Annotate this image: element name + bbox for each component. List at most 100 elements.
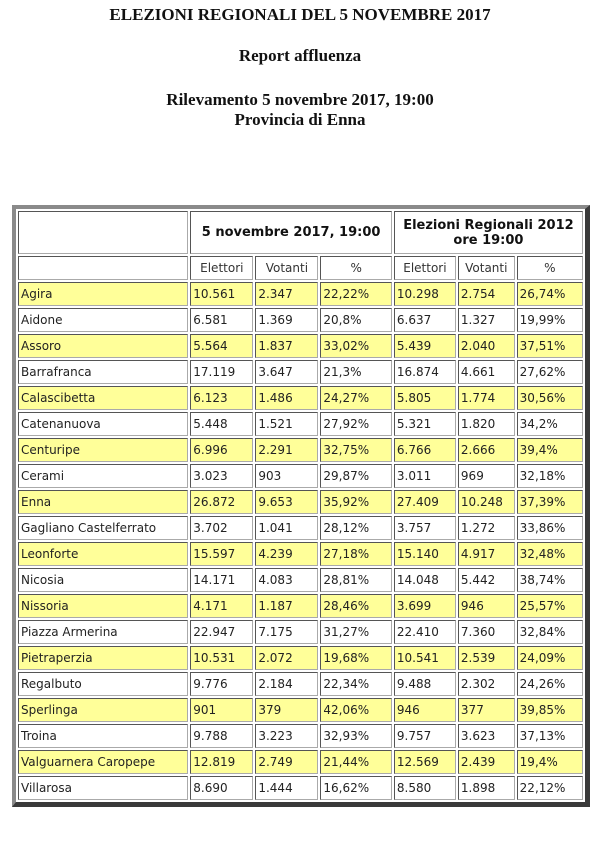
cell-comune: Sperlinga — [18, 698, 189, 722]
cell-votanti-2017: 1.521 — [255, 412, 319, 436]
cell-pct-2012: 32,48% — [516, 542, 583, 566]
cell-votanti-2017: 9.653 — [255, 490, 319, 514]
column-header-pct-2017: % — [320, 256, 392, 280]
cell-elettori-2017: 6.581 — [190, 308, 254, 332]
cell-elettori-2017: 9.788 — [190, 724, 254, 748]
cell-elettori-2012: 5.321 — [393, 412, 456, 436]
cell-elettori-2012: 5.805 — [393, 386, 456, 410]
cell-pct-2012: 38,74% — [516, 568, 583, 592]
cell-votanti-2017: 1.444 — [255, 776, 319, 800]
cell-elettori-2017: 10.561 — [190, 282, 254, 306]
cell-comune: Nicosia — [18, 568, 189, 592]
cell-pct-2012: 25,57% — [516, 594, 583, 618]
table-row: Centuripe 6.996 2.291 32,75% 6.766 2.666 39,4% — [18, 438, 583, 462]
table-row: Sperlinga 901 379 42,06% 946 377 39,85% — [18, 698, 583, 722]
cell-votanti-2012: 2.754 — [457, 282, 515, 306]
cell-elettori-2017: 10.531 — [190, 646, 254, 670]
table-row: Catenanuova 5.448 1.521 27,92% 5.321 1.820 34,… — [18, 412, 583, 436]
cell-elettori-2012: 12.569 — [393, 750, 456, 774]
cell-pct-2017: 21,3% — [320, 360, 392, 384]
cell-votanti-2017: 2.749 — [255, 750, 319, 774]
cell-elettori-2017: 14.171 — [190, 568, 254, 592]
cell-votanti-2017: 4.239 — [255, 542, 319, 566]
table-row: Villarosa 8.690 1.444 16,62% 8.580 1.898 22,12… — [18, 776, 583, 800]
cell-elettori-2012: 8.580 — [393, 776, 456, 800]
page-subtitle: Report affluenza — [238, 46, 362, 65]
cell-votanti-2012: 1.272 — [457, 516, 515, 540]
cell-pct-2012: 32,84% — [516, 620, 583, 644]
cell-comune: Agira — [18, 282, 189, 306]
cell-votanti-2017: 379 — [255, 698, 319, 722]
cell-pct-2017: 16,62% — [320, 776, 392, 800]
cell-votanti-2012: 7.360 — [457, 620, 515, 644]
cell-votanti-2017: 3.647 — [255, 360, 319, 384]
cell-votanti-2017: 7.175 — [255, 620, 319, 644]
cell-pct-2012: 19,99% — [516, 308, 583, 332]
cell-pct-2012: 39,4% — [516, 438, 583, 462]
cell-elettori-2012: 9.488 — [393, 672, 456, 696]
cell-pct-2012: 37,39% — [516, 490, 583, 514]
cell-elettori-2012: 27.409 — [393, 490, 456, 514]
column-header-votanti-2017: Votanti — [255, 256, 319, 280]
table-row: Calascibetta 6.123 1.486 24,27% 5.805 1.774 30… — [18, 386, 583, 410]
cell-comune: Gagliano Castelferrato — [18, 516, 189, 540]
cell-comune: Catenanuova — [18, 412, 189, 436]
cell-pct-2012: 22,12% — [516, 776, 583, 800]
cell-elettori-2017: 4.171 — [190, 594, 254, 618]
group-header-2012: Elezioni Regionali 2012 ore 19:00 — [393, 211, 583, 254]
cell-pct-2017: 33,02% — [320, 334, 392, 358]
table-row: Cerami 3.023 903 29,87% 3.011 969 32,18% — [18, 464, 583, 488]
cell-comune: Calascibetta — [18, 386, 189, 410]
cell-votanti-2017: 1.187 — [255, 594, 319, 618]
cell-elettori-2012: 15.140 — [393, 542, 456, 566]
cell-elettori-2012: 3.757 — [393, 516, 456, 540]
province-name: Provincia di Enna — [234, 110, 366, 129]
cell-pct-2012: 33,86% — [516, 516, 583, 540]
cell-elettori-2017: 5.564 — [190, 334, 254, 358]
cell-elettori-2012: 22.410 — [393, 620, 456, 644]
column-header-elettori-2012: Elettori — [393, 256, 456, 280]
cell-pct-2012: 30,56% — [516, 386, 583, 410]
cell-elettori-2012: 6.766 — [393, 438, 456, 462]
cell-votanti-2017: 1.486 — [255, 386, 319, 410]
cell-comune: Enna — [18, 490, 189, 514]
cell-elettori-2012: 3.699 — [393, 594, 456, 618]
cell-elettori-2017: 26.872 — [190, 490, 254, 514]
cell-pct-2017: 32,75% — [320, 438, 392, 462]
cell-comune: Nissoria — [18, 594, 189, 618]
cell-votanti-2012: 2.302 — [457, 672, 515, 696]
table-row: Pietraperzia 10.531 2.072 19,68% 10.541 2.539… — [18, 646, 583, 670]
cell-elettori-2012: 3.011 — [393, 464, 456, 488]
cell-votanti-2017: 2.184 — [255, 672, 319, 696]
cell-elettori-2017: 5.448 — [190, 412, 254, 436]
column-header-row: Elettori Votanti % Elettori Votanti % — [18, 256, 583, 280]
cell-comune: Piazza Armerina — [18, 620, 189, 644]
cell-elettori-2012: 946 — [393, 698, 456, 722]
table-row: Gagliano Castelferrato 3.702 1.041 28,12% 3.… — [18, 516, 583, 540]
cell-pct-2017: 22,34% — [320, 672, 392, 696]
cell-votanti-2012: 2.666 — [457, 438, 515, 462]
cell-elettori-2017: 17.119 — [190, 360, 254, 384]
group-header-blank — [18, 211, 189, 254]
table-row: Valguarnera Caropepe 12.819 2.749 21,44% 12.… — [18, 750, 583, 774]
cell-votanti-2012: 4.917 — [457, 542, 515, 566]
cell-comune: Aidone — [18, 308, 189, 332]
cell-elettori-2017: 22.947 — [190, 620, 254, 644]
cell-pct-2017: 31,27% — [320, 620, 392, 644]
cell-elettori-2012: 9.757 — [393, 724, 456, 748]
cell-votanti-2012: 1.327 — [457, 308, 515, 332]
cell-elettori-2017: 15.597 — [190, 542, 254, 566]
cell-pct-2012: 19,4% — [516, 750, 583, 774]
column-header-elettori-2017: Elettori — [190, 256, 254, 280]
cell-elettori-2017: 6.123 — [190, 386, 254, 410]
cell-pct-2012: 24,26% — [516, 672, 583, 696]
cell-comune: Valguarnera Caropepe — [18, 750, 189, 774]
cell-pct-2017: 28,46% — [320, 594, 392, 618]
cell-elettori-2012: 16.874 — [393, 360, 456, 384]
cell-pct-2012: 32,18% — [516, 464, 583, 488]
cell-elettori-2017: 6.996 — [190, 438, 254, 462]
cell-comune: Troina — [18, 724, 189, 748]
table-row: Troina 9.788 3.223 32,93% 9.757 3.623 37,13% — [18, 724, 583, 748]
cell-pct-2017: 20,8% — [320, 308, 392, 332]
cell-comune: Regalbuto — [18, 672, 189, 696]
